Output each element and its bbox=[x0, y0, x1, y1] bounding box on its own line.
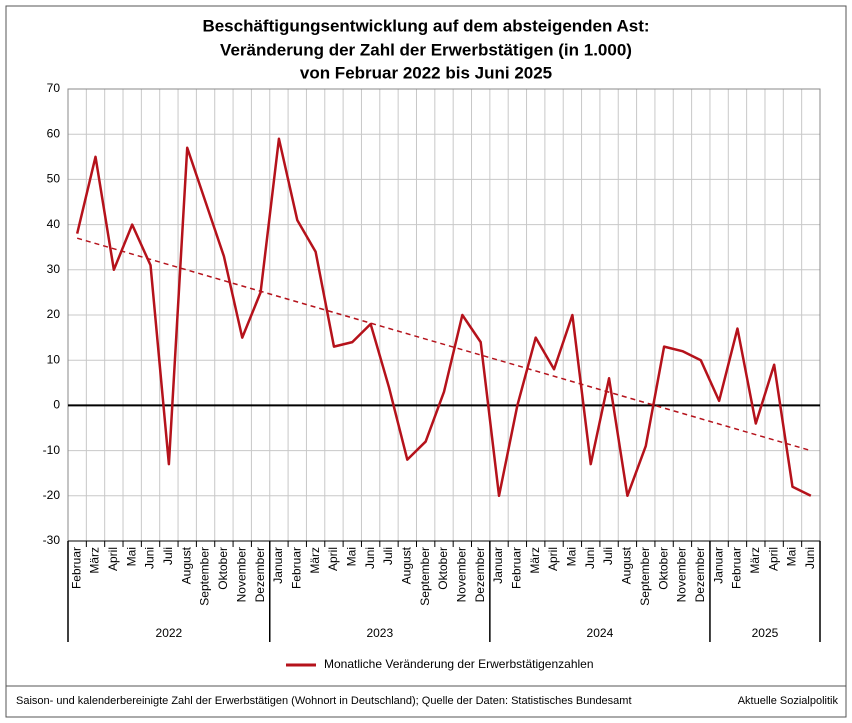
y-tick-label: 70 bbox=[47, 81, 61, 95]
y-tick-label: 10 bbox=[47, 352, 61, 366]
x-tick-label: März bbox=[88, 547, 102, 574]
chart-title: Beschäftigungsentwicklung auf dem abstei… bbox=[202, 16, 649, 35]
x-tick-label: Oktober bbox=[216, 547, 230, 590]
x-tick-label: April bbox=[546, 547, 560, 571]
x-tick-label: Juni bbox=[583, 547, 597, 569]
x-tick-label: März bbox=[528, 547, 542, 574]
x-tick-label: Oktober bbox=[656, 547, 670, 590]
y-tick-label: 0 bbox=[53, 398, 60, 412]
chart-title: Veränderung der Zahl der Erwerbstätigen … bbox=[220, 40, 632, 59]
x-tick-label: Februar bbox=[289, 547, 303, 589]
x-tick-label: Dezember bbox=[253, 547, 267, 602]
x-tick-label: Februar bbox=[69, 547, 83, 589]
y-tick-label: -20 bbox=[43, 488, 61, 502]
x-tick-label: August bbox=[620, 546, 634, 584]
x-tick-label: Mai bbox=[124, 547, 138, 566]
x-tick-label: Oktober bbox=[436, 547, 450, 590]
x-tick-label: April bbox=[766, 547, 780, 571]
x-tick-label: Januar bbox=[271, 547, 285, 584]
x-tick-label: Juni bbox=[803, 547, 817, 569]
x-tick-label: November bbox=[234, 547, 248, 602]
x-tick-label: April bbox=[106, 547, 120, 571]
y-tick-label: 60 bbox=[47, 126, 61, 140]
y-tick-label: 50 bbox=[47, 172, 61, 186]
x-tick-label: September bbox=[198, 547, 212, 606]
y-tick-label: 30 bbox=[47, 262, 61, 276]
data-line bbox=[75, 137, 812, 498]
legend-label: Monatliche Veränderung der Erwerbstätige… bbox=[324, 657, 594, 671]
x-tick-label: März bbox=[308, 547, 322, 574]
x-tick-label: August bbox=[179, 546, 193, 584]
year-label: 2025 bbox=[752, 626, 779, 640]
x-tick-label: Februar bbox=[730, 547, 744, 589]
x-tick-label: Juli bbox=[381, 547, 395, 565]
year-label: 2022 bbox=[156, 626, 183, 640]
year-label: 2024 bbox=[587, 626, 614, 640]
y-tick-label: 20 bbox=[47, 307, 61, 321]
x-tick-label: Juni bbox=[363, 547, 377, 569]
chart-title: von Februar 2022 bis Juni 2025 bbox=[300, 63, 552, 82]
x-tick-label: Mai bbox=[344, 547, 358, 566]
y-tick-label: 40 bbox=[47, 217, 61, 231]
x-tick-label: Juli bbox=[161, 547, 175, 565]
x-tick-label: November bbox=[675, 547, 689, 602]
x-tick-label: November bbox=[455, 547, 469, 602]
x-tick-label: Mai bbox=[785, 547, 799, 566]
trend-line bbox=[76, 237, 812, 452]
x-tick-label: August bbox=[399, 546, 413, 584]
x-tick-label: Mai bbox=[565, 547, 579, 566]
x-tick-label: Juli bbox=[601, 547, 615, 565]
x-tick-label: März bbox=[748, 547, 762, 574]
x-tick-label: Januar bbox=[711, 547, 725, 584]
x-tick-label: September bbox=[638, 547, 652, 606]
x-tick-label: Januar bbox=[491, 547, 505, 584]
x-tick-label: Dezember bbox=[693, 547, 707, 602]
x-tick-label: Februar bbox=[510, 547, 524, 589]
year-label: 2023 bbox=[366, 626, 393, 640]
x-tick-label: Juni bbox=[143, 547, 157, 569]
source: Aktuelle Sozialpolitik bbox=[738, 695, 839, 707]
y-tick-label: -10 bbox=[43, 443, 61, 457]
x-tick-label: Dezember bbox=[473, 547, 487, 602]
y-tick-label: -30 bbox=[43, 533, 61, 547]
footnote: Saison- und kalenderbereinigte Zahl der … bbox=[16, 695, 632, 707]
x-tick-label: April bbox=[326, 547, 340, 571]
x-tick-label: September bbox=[418, 547, 432, 606]
